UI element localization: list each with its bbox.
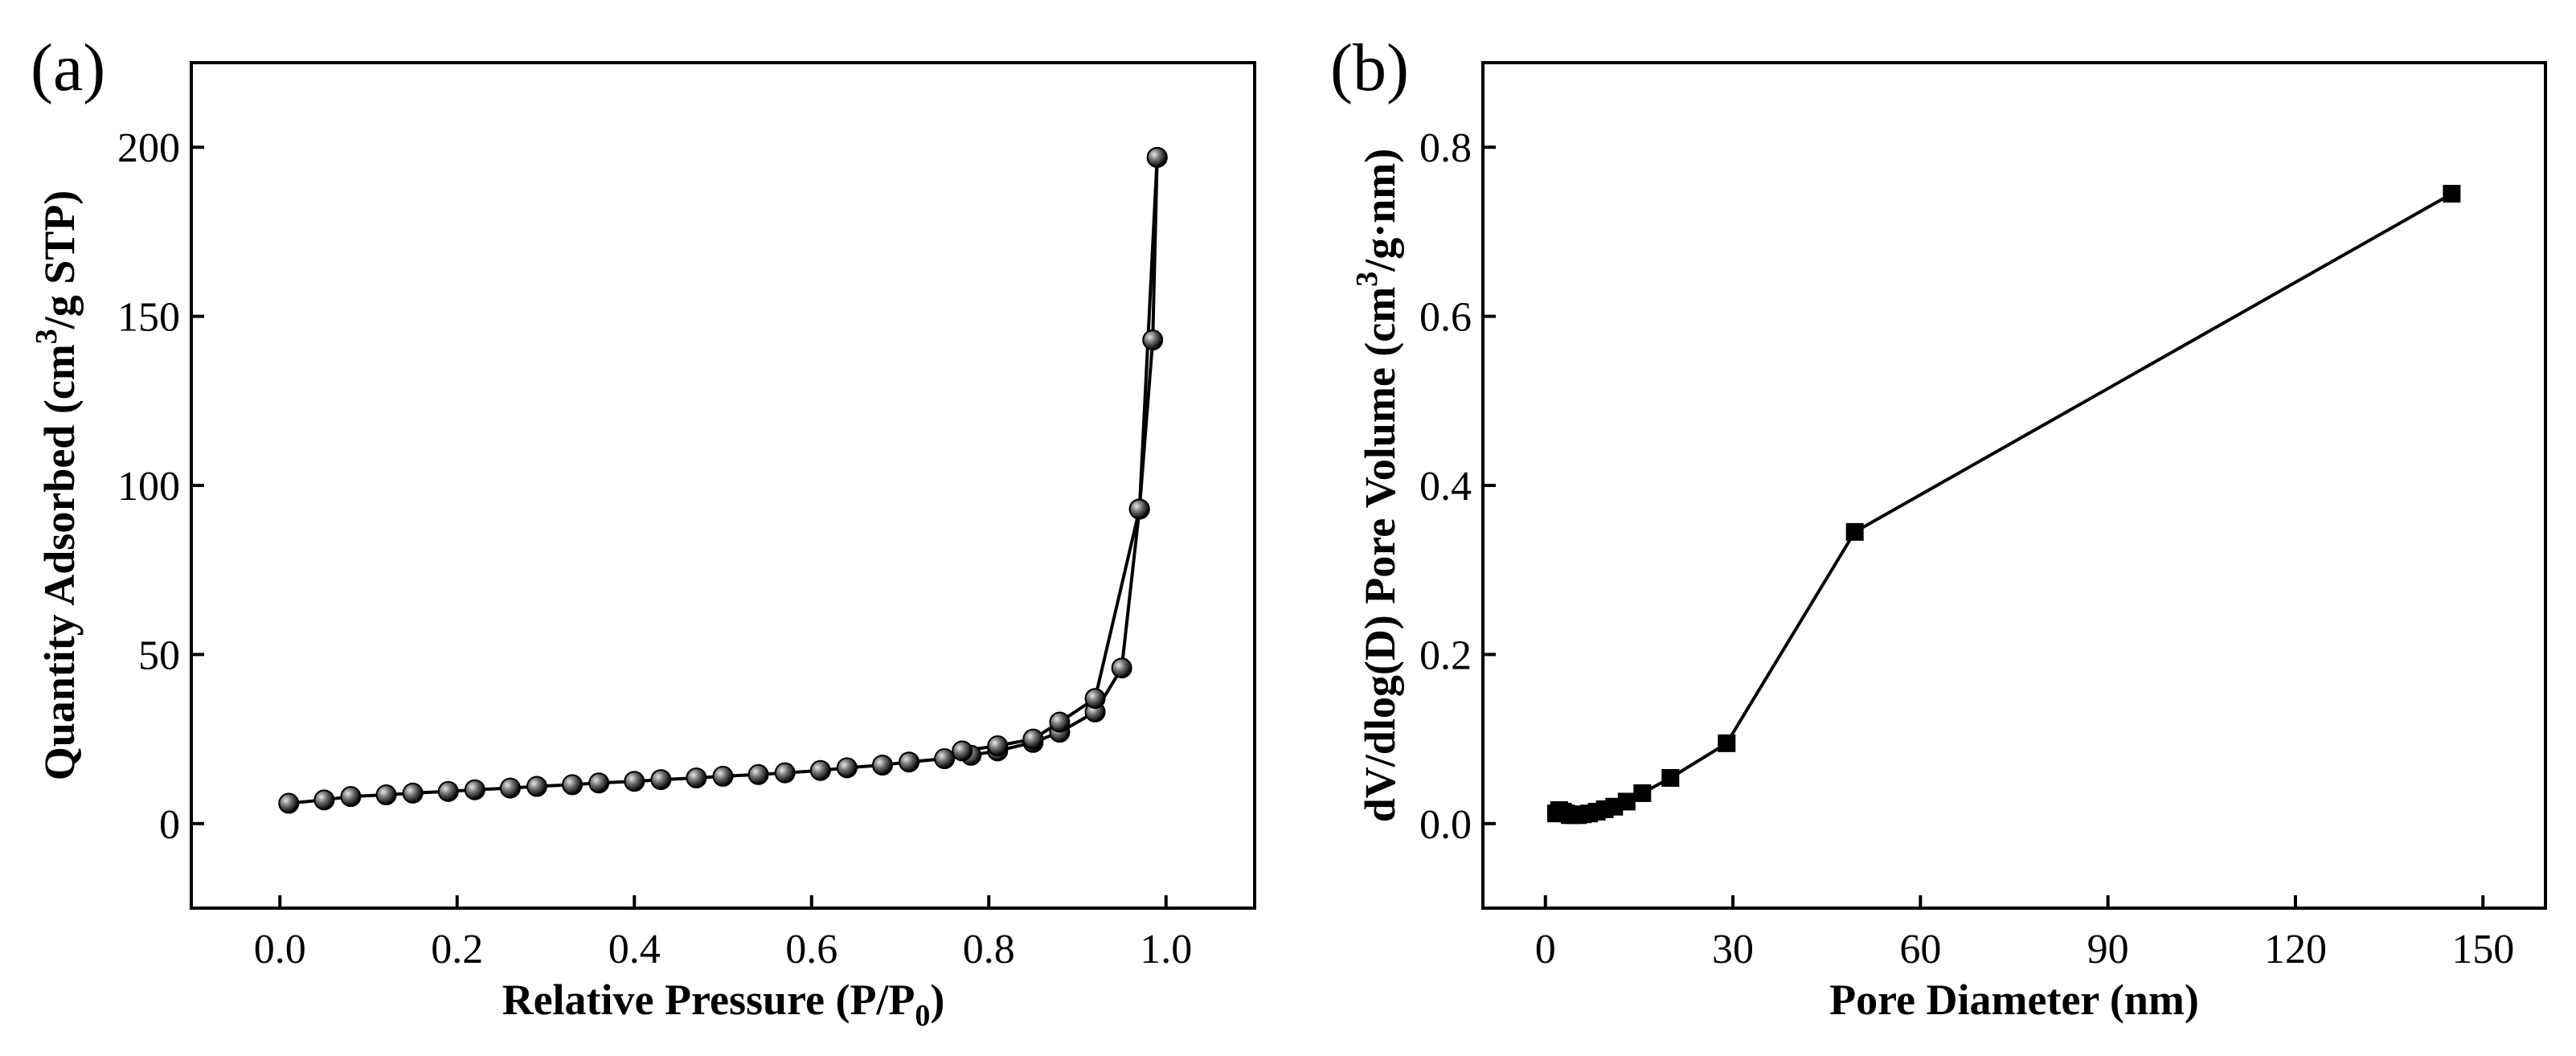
x-tick-label-b: 60 bbox=[1899, 927, 1941, 972]
data-point-b bbox=[1617, 792, 1636, 811]
data-point-a bbox=[562, 774, 584, 796]
data-point-a bbox=[899, 751, 920, 773]
data-point-b bbox=[1845, 522, 1864, 541]
data-point-a bbox=[437, 780, 459, 802]
data-point-a bbox=[987, 735, 1009, 757]
y-tick-label-a: 100 bbox=[117, 464, 180, 510]
x-tick-label-b: 30 bbox=[1712, 927, 1754, 972]
panel-label-a: (a) bbox=[31, 31, 105, 105]
chart-panel-a: (a) 0.0 0.2 0.4 0.6 0.8 1.0 0 50 100 150 200 Relat… bbox=[30, 31, 1256, 1033]
data-point-a bbox=[1142, 329, 1164, 351]
x-axis-label-a: Relative Pressure (P/P0) bbox=[502, 976, 945, 1033]
x-tick-label-b: 120 bbox=[2264, 927, 2327, 972]
y-axis-label-a: Quantity Adsorbed (cm3/g STP) bbox=[30, 190, 84, 781]
panel-label-b: (b) bbox=[1330, 31, 1409, 105]
y-tick-label-b: 0.4 bbox=[1419, 464, 1472, 510]
data-point-a bbox=[1084, 688, 1106, 710]
x-tick-label-b: 0 bbox=[1535, 927, 1556, 972]
x-tick-label-a: 0.2 bbox=[431, 927, 483, 972]
data-point-a bbox=[809, 759, 831, 781]
data-point-a bbox=[464, 779, 485, 800]
x-tick-label-b: 90 bbox=[2087, 927, 2129, 972]
x-tick-label-a: 0.0 bbox=[254, 927, 306, 972]
data-point-a bbox=[1049, 711, 1071, 733]
data-point-b bbox=[1718, 734, 1736, 752]
data-point-a bbox=[952, 740, 973, 762]
y-tick-label-a: 0 bbox=[159, 802, 180, 848]
axis-ticks-b bbox=[1483, 145, 2485, 908]
series-group-a bbox=[278, 146, 1168, 814]
data-point-a bbox=[278, 792, 300, 814]
data-point-a bbox=[871, 755, 893, 776]
tick-labels-a: 0.0 0.2 0.4 0.6 0.8 1.0 0 50 100 150 200 bbox=[117, 125, 1192, 972]
y-axis-label-b: dV/dlog(D) Pore Volume (cm3/g·nm) bbox=[1350, 149, 1404, 822]
axis-ticks-a bbox=[191, 145, 1168, 908]
x-tick-label-a: 0.4 bbox=[608, 927, 661, 972]
tick-labels-b: 0 30 60 90 120 150 0.0 0.2 0.4 0.6 0.8 bbox=[1419, 125, 2514, 972]
x-axis-label-b: Pore Diameter (nm) bbox=[1829, 976, 2199, 1024]
y-tick-label-a: 150 bbox=[117, 295, 180, 341]
data-point-a bbox=[499, 777, 521, 799]
data-point-a bbox=[1022, 728, 1044, 750]
data-point-b bbox=[1661, 768, 1680, 787]
y-tick-label-b: 0.2 bbox=[1419, 632, 1472, 678]
data-point-b bbox=[1633, 784, 1652, 802]
y-tick-label-b: 0.0 bbox=[1419, 802, 1472, 848]
chart-panel-b: (b) 0 30 60 90 120 150 0.0 0.2 0.4 0.6 0.8 Pore Di… bbox=[1330, 31, 2547, 1024]
data-point-a bbox=[624, 771, 645, 792]
y-tick-label-a: 200 bbox=[117, 125, 180, 171]
data-point-a bbox=[402, 782, 424, 804]
series-group-b bbox=[1546, 185, 2461, 825]
y-tick-label-b: 0.6 bbox=[1419, 295, 1472, 341]
data-point-a bbox=[1128, 498, 1150, 520]
x-tick-label-a: 1.0 bbox=[1140, 927, 1192, 972]
series-line-a-0 bbox=[289, 157, 1159, 805]
data-point-a bbox=[588, 772, 610, 794]
data-point-a bbox=[747, 763, 769, 785]
data-point-a bbox=[774, 762, 796, 784]
data-point-a bbox=[934, 748, 956, 770]
data-point-a bbox=[1111, 657, 1132, 679]
data-point-a bbox=[340, 786, 362, 808]
x-tick-label-b: 150 bbox=[2451, 927, 2514, 972]
data-point-a bbox=[836, 757, 858, 779]
x-tick-label-a: 0.6 bbox=[785, 927, 838, 972]
data-point-a bbox=[650, 769, 672, 791]
data-point-a bbox=[375, 784, 397, 806]
series-line-b-0 bbox=[1554, 192, 2453, 817]
y-tick-label-a: 50 bbox=[138, 632, 180, 678]
data-point-a bbox=[1146, 146, 1168, 168]
data-point-a bbox=[712, 765, 734, 787]
data-point-b bbox=[2443, 185, 2461, 203]
data-point-a bbox=[526, 776, 547, 797]
x-tick-label-a: 0.8 bbox=[963, 927, 1015, 972]
plot-frame-b bbox=[1481, 61, 2547, 910]
y-tick-label-b: 0.8 bbox=[1419, 125, 1472, 171]
data-point-a bbox=[686, 767, 707, 788]
data-point-a bbox=[313, 789, 335, 811]
